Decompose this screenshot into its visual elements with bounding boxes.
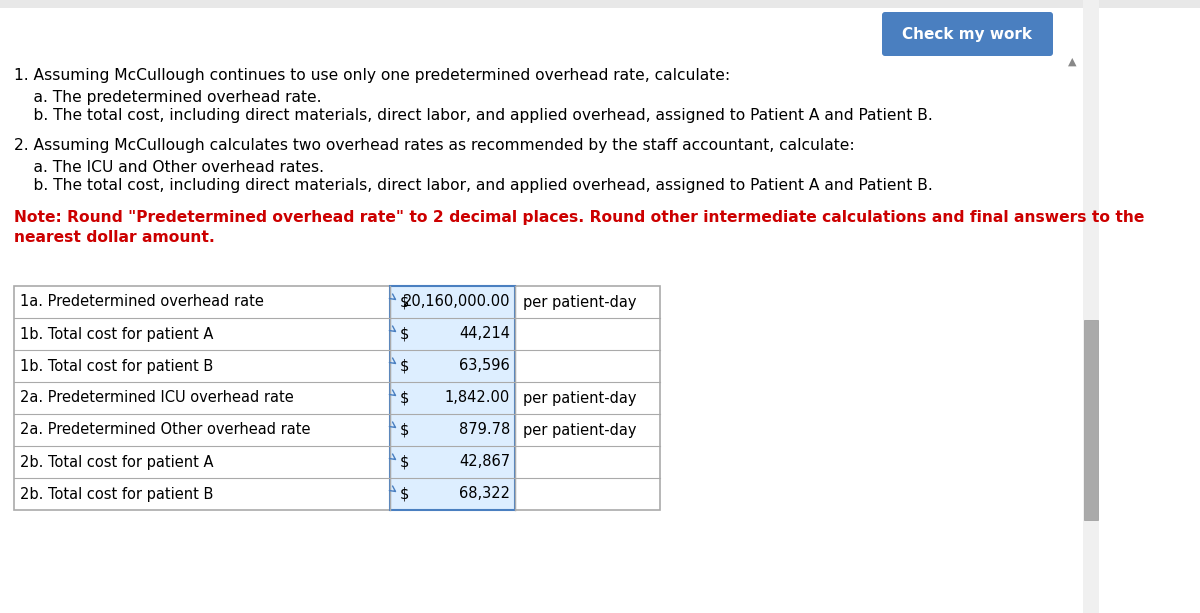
Text: a. The predetermined overhead rate.: a. The predetermined overhead rate. [14, 90, 322, 105]
Text: b. The total cost, including direct materials, direct labor, and applied overhea: b. The total cost, including direct mate… [14, 178, 932, 193]
Text: $: $ [400, 454, 409, 470]
Text: 1a. Predetermined overhead rate: 1a. Predetermined overhead rate [20, 294, 264, 310]
Text: 1b. Total cost for patient A: 1b. Total cost for patient A [20, 327, 214, 341]
Text: Check my work: Check my work [902, 26, 1032, 42]
Text: Note: Round "Predetermined overhead rate" to 2 decimal places. Round other inter: Note: Round "Predetermined overhead rate… [14, 210, 1145, 225]
Text: 2b. Total cost for patient A: 2b. Total cost for patient A [20, 454, 214, 470]
Text: 2b. Total cost for patient B: 2b. Total cost for patient B [20, 487, 214, 501]
Text: 2. Assuming McCullough calculates two overhead rates as recommended by the staff: 2. Assuming McCullough calculates two ov… [14, 138, 854, 153]
FancyBboxPatch shape [882, 12, 1054, 56]
Text: 42,867: 42,867 [458, 454, 510, 470]
Text: 879.78: 879.78 [458, 422, 510, 438]
Text: 2a. Predetermined Other overhead rate: 2a. Predetermined Other overhead rate [20, 422, 311, 438]
Text: $: $ [400, 390, 409, 406]
Text: nearest dollar amount.: nearest dollar amount. [14, 230, 215, 245]
Text: per patient-day: per patient-day [523, 422, 636, 438]
Bar [390, 286, 515, 510]
Text: 1. Assuming McCullough continues to use only one predetermined overhead rate, ca: 1. Assuming McCullough continues to use … [14, 68, 730, 83]
Bar [0, 0, 1200, 8]
Text: $: $ [400, 327, 409, 341]
Text: $: $ [400, 294, 409, 310]
Text: 63,596: 63,596 [460, 359, 510, 373]
Bar [390, 286, 515, 510]
Text: 68,322: 68,322 [458, 487, 510, 501]
Text: 44,214: 44,214 [458, 327, 510, 341]
Bar [14, 286, 660, 510]
Text: $: $ [400, 487, 409, 501]
Bar [1084, 320, 1098, 520]
Text: ▲: ▲ [1068, 57, 1076, 67]
Text: 1,842.00: 1,842.00 [445, 390, 510, 406]
Text: $: $ [400, 422, 409, 438]
Text: per patient-day: per patient-day [523, 294, 636, 310]
Text: 2a. Predetermined ICU overhead rate: 2a. Predetermined ICU overhead rate [20, 390, 294, 406]
Text: per patient-day: per patient-day [523, 390, 636, 406]
Text: $: $ [400, 359, 409, 373]
Text: 20,160,000.00: 20,160,000.00 [402, 294, 510, 310]
Bar [1084, 0, 1099, 613]
Text: b. The total cost, including direct materials, direct labor, and applied overhea: b. The total cost, including direct mate… [14, 108, 932, 123]
Text: a. The ICU and Other overhead rates.: a. The ICU and Other overhead rates. [14, 160, 324, 175]
Text: 1b. Total cost for patient B: 1b. Total cost for patient B [20, 359, 214, 373]
